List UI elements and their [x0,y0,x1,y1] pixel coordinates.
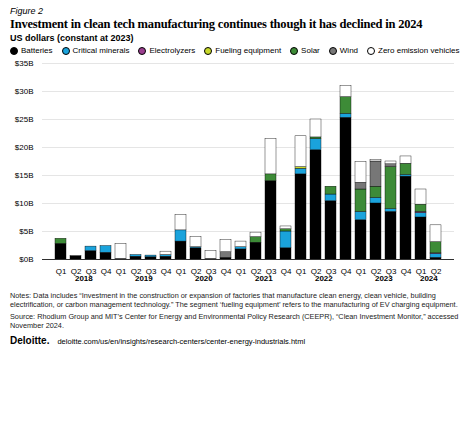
svg-text:$15B: $15B [15,171,34,180]
svg-text:Q4: Q4 [101,267,112,276]
svg-text:$25B: $25B [15,115,34,124]
svg-text:Q1: Q1 [116,267,127,276]
svg-text:$5B: $5B [19,227,33,236]
svg-text:Q4: Q4 [161,267,172,276]
svg-text:$30B: $30B [15,87,34,96]
svg-text:2024: 2024 [420,274,438,283]
svg-text:2020: 2020 [195,274,213,283]
svg-text:Q1: Q1 [56,267,67,276]
svg-text:2022: 2022 [315,274,333,283]
svg-text:$0B: $0B [19,255,33,264]
svg-text:$10B: $10B [15,199,34,208]
svg-text:2021: 2021 [255,274,273,283]
svg-text:Q4: Q4 [221,267,232,276]
svg-text:Q4: Q4 [341,267,352,276]
svg-text:2023: 2023 [375,274,393,283]
svg-text:Q4: Q4 [281,267,292,276]
svg-text:Q1: Q1 [296,267,307,276]
svg-text:Q1: Q1 [356,267,367,276]
svg-text:2019: 2019 [135,274,153,283]
svg-text:2018: 2018 [75,274,93,283]
svg-text:Q1: Q1 [176,267,187,276]
svg-text:$35B: $35B [15,59,34,68]
svg-text:Q4: Q4 [401,267,412,276]
svg-text:Q1: Q1 [236,267,247,276]
svg-text:$20B: $20B [15,143,34,152]
